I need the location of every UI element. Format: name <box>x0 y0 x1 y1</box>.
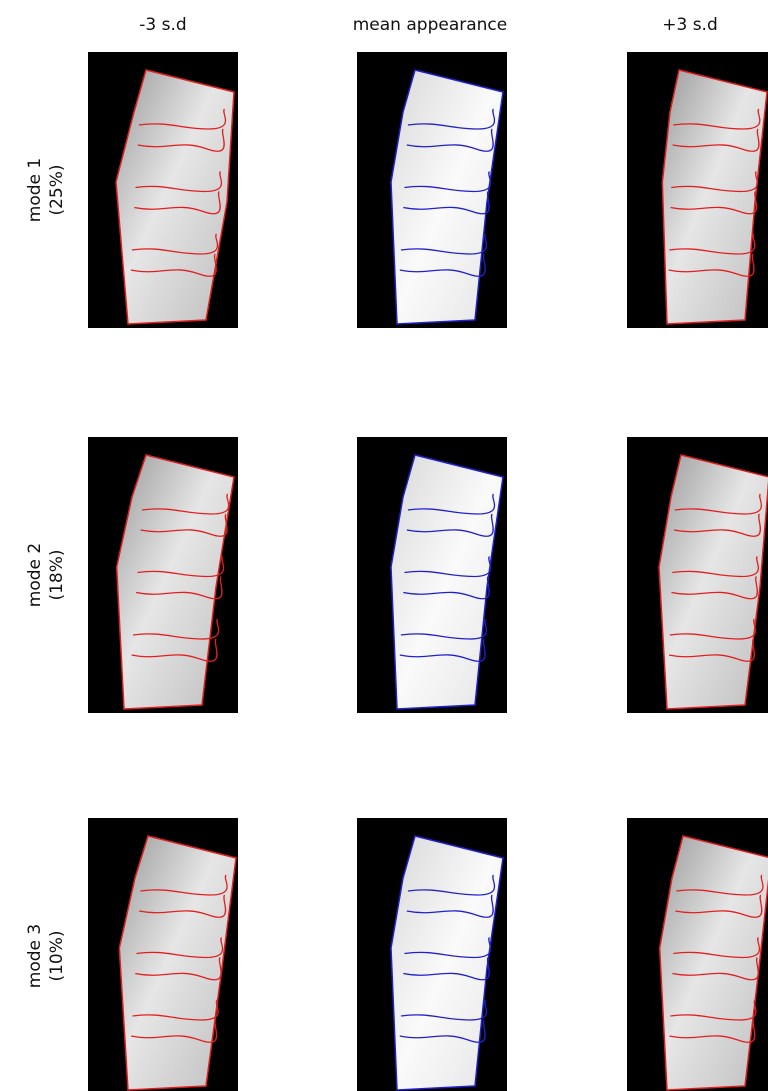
image-panel <box>357 52 507 328</box>
image-panel <box>357 818 507 1091</box>
column-header: mean appearance <box>353 15 507 35</box>
row-label: mode 1 <box>25 158 45 222</box>
image-panel <box>627 52 768 328</box>
image-panel <box>627 437 768 713</box>
column-header: -3 s.d <box>139 15 186 35</box>
image-panel <box>357 437 507 713</box>
row-percent: (25%) <box>47 164 67 215</box>
image-panel <box>88 818 238 1091</box>
row-percent: (10%) <box>47 930 67 981</box>
row-percent: (18%) <box>47 549 67 600</box>
row-label: mode 3 <box>25 924 45 988</box>
image-panel <box>88 52 238 328</box>
image-panel <box>627 818 768 1091</box>
image-panel <box>88 437 238 713</box>
row-label: mode 2 <box>25 543 45 607</box>
figure: -3 s.d mean appearance +3 s.d mode 1(25%… <box>0 0 768 1091</box>
column-header: +3 s.d <box>662 15 718 35</box>
